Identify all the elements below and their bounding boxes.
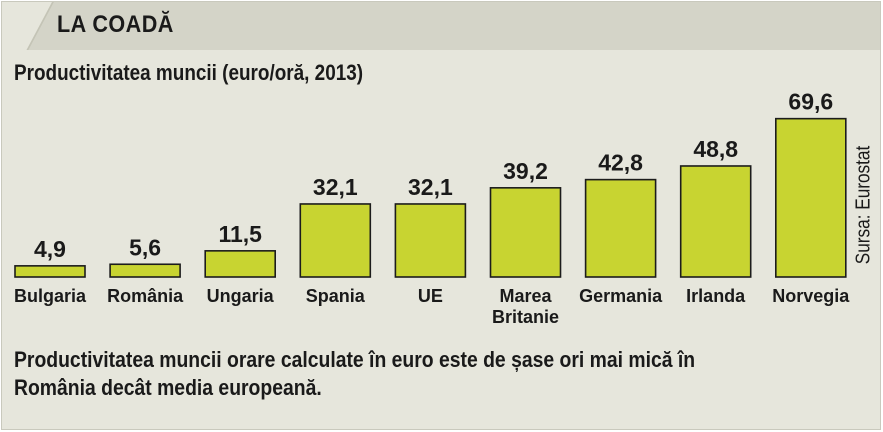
source-label: Sursa: Eurostat [852,145,875,265]
bar-norvegia [774,117,847,278]
bar-value-label: 5,6 [129,234,161,260]
bar-value-label: 42,8 [598,150,643,176]
category-label: UE [418,286,443,306]
title-bar: LA COADĂ [2,2,880,50]
bar-value-label: 48,8 [693,136,738,162]
bar-spania [299,203,372,278]
bar-value-label: 69,6 [788,89,833,115]
category-label: Germania [579,286,663,306]
category-label: Marea Britanie [492,286,559,327]
category-label: Norvegia [772,286,850,306]
bar-ue [394,203,467,278]
category-label: Irlanda [686,286,746,306]
bar-value-label: 4,9 [34,236,66,262]
bar-value-label: 39,2 [503,158,548,184]
category-label: România [107,286,184,306]
bar-românia [109,263,181,278]
bar-value-label: 32,1 [408,174,453,200]
category-label: Bulgaria [14,286,87,306]
bar-marea-britanie [489,187,562,278]
section-title: LA COADĂ [57,11,174,38]
bar-irlanda [679,165,752,278]
bar-value-label: 32,1 [313,174,358,200]
bar-germania [584,178,657,278]
bar-ungaria [204,250,276,278]
bar-chart: 4,9 Bulgaria 5,6 România 11,5 Ungaria 32,1 Span… [14,89,850,327]
bar-value-label: 11,5 [218,221,262,247]
category-label: Spania [306,286,366,306]
category-label: Ungaria [207,286,275,306]
bar-bulgaria [14,265,86,278]
chart-title: Productivitatea muncii (euro/oră, 2013) [14,60,364,85]
footnote-text: Productivitatea muncii orare calculate î… [14,347,696,400]
